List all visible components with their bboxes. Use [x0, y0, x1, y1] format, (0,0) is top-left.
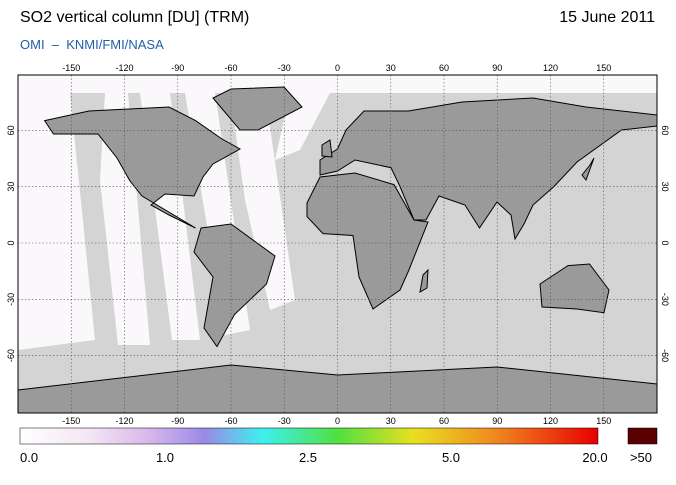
colorbar-label: 5.0: [442, 450, 460, 465]
lat-label-left: -60: [6, 349, 16, 362]
colorbar: [19, 427, 599, 445]
map-frame: [17, 74, 658, 414]
lon-label-bottom: 60: [439, 416, 449, 426]
lat-label-left: 60: [6, 125, 16, 135]
lon-label-bottom: -60: [224, 416, 237, 426]
lat-label-right: -60: [660, 349, 670, 362]
colorbar-label: 2.5: [299, 450, 317, 465]
lon-label-bottom: 0: [335, 416, 340, 426]
lon-label-bottom: 150: [596, 416, 611, 426]
lon-label-top: -120: [115, 63, 133, 73]
lat-label-right: 30: [660, 182, 670, 192]
source: OMI – KNMI/FMI/NASA: [20, 37, 164, 52]
lon-label-bottom: -30: [278, 416, 291, 426]
lon-label-top: 120: [543, 63, 558, 73]
lat-label-right: -30: [660, 293, 670, 306]
colorbar-label: 20.0: [582, 450, 607, 465]
title: SO2 vertical column [DU] (TRM): [20, 9, 249, 26]
lon-label-bottom: -90: [171, 416, 184, 426]
lon-label-bottom: 30: [386, 416, 396, 426]
map: [18, 75, 657, 413]
lat-label-left: -30: [6, 293, 16, 306]
lon-label-top: 0: [335, 63, 340, 73]
lon-label-top: 150: [596, 63, 611, 73]
colorbar-labels: 0.0 1.0 2.5 5.0 20.0 >50: [20, 450, 652, 465]
lon-label-top: 30: [386, 63, 396, 73]
colorbar-label: 0.0: [20, 450, 38, 465]
lon-label-top: 60: [439, 63, 449, 73]
lon-label-bottom: -120: [115, 416, 133, 426]
lon-label-top: 90: [492, 63, 502, 73]
graticule: [18, 75, 657, 413]
lon-label-bottom: 90: [492, 416, 502, 426]
lon-label-top: -60: [224, 63, 237, 73]
lat-label-left: 0: [6, 240, 16, 245]
colorbar-label: 1.0: [156, 450, 174, 465]
lon-label-bottom: -150: [62, 416, 80, 426]
lat-label-right: 0: [660, 240, 670, 245]
lat-label-left: 30: [6, 182, 16, 192]
lat-label-right: 60: [660, 125, 670, 135]
lon-label-top: -150: [62, 63, 80, 73]
colorbar-label: >50: [630, 450, 652, 465]
lon-label-top: -90: [171, 63, 184, 73]
lon-label-top: -30: [278, 63, 291, 73]
colorbar-overflow: [627, 427, 658, 445]
lon-label-bottom: 120: [543, 416, 558, 426]
date: 15 June 2011: [559, 9, 655, 26]
